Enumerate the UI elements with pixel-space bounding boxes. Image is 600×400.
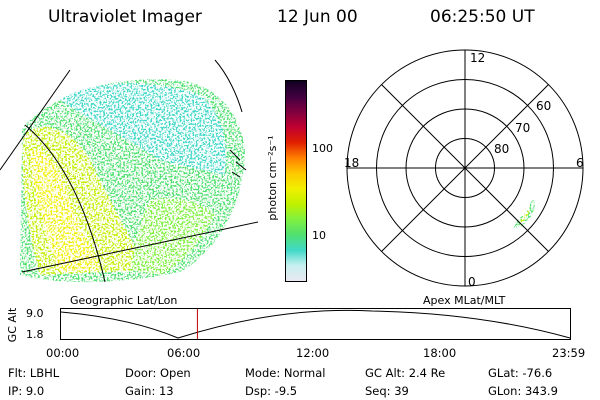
alt-tick-1-8: 1.8 bbox=[26, 328, 44, 341]
mode-info: Mode: Normal bbox=[245, 366, 326, 380]
time-tick-0600: 06:00 bbox=[167, 346, 201, 360]
geographic-label: Geographic Lat/Lon bbox=[70, 294, 178, 307]
mlt-label-12: 12 bbox=[470, 51, 485, 65]
filter-info: Flt: LBHL bbox=[8, 366, 60, 380]
mlt-meridian-diag2 bbox=[381, 84, 549, 252]
time-label: 06:25:50 UT bbox=[430, 7, 535, 27]
aurora-spot bbox=[514, 200, 535, 229]
colorbar-tick-10: 10 bbox=[312, 229, 326, 242]
gc-alt-info: GC Alt: 2.4 Re bbox=[365, 366, 446, 380]
glat-info: GLat: -76.6 bbox=[488, 366, 553, 380]
glon-info: GLon: 343.9 bbox=[488, 384, 558, 398]
altitude-plot-frame bbox=[60, 308, 571, 340]
time-tick-0000: 00:00 bbox=[46, 346, 80, 360]
polar-label: Apex MLat/MLT bbox=[423, 294, 506, 307]
time-tick-1200: 12:00 bbox=[296, 346, 330, 360]
colorbar-unit-label: photon cm⁻²s⁻¹ bbox=[266, 135, 279, 221]
time-tick-1800: 18:00 bbox=[423, 346, 457, 360]
mlt-label-18: 18 bbox=[344, 156, 359, 170]
lat-label-80: 80 bbox=[494, 142, 509, 156]
lat-label-60: 60 bbox=[536, 99, 551, 113]
aurora-emission bbox=[20, 79, 245, 283]
lat-label-70: 70 bbox=[515, 121, 530, 135]
door-info: Door: Open bbox=[125, 366, 191, 380]
mlt-label-0: 0 bbox=[468, 275, 476, 289]
instrument-title: Ultraviolet Imager bbox=[48, 7, 202, 27]
ip-info: IP: 9.0 bbox=[8, 384, 45, 398]
map-grid-lines bbox=[0, 59, 259, 283]
colorbar-gradient bbox=[286, 81, 306, 281]
gain-info: Gain: 13 bbox=[125, 384, 174, 398]
dsp-info: Dsp: -9.5 bbox=[245, 384, 298, 398]
time-tick-2359: 23:59 bbox=[552, 346, 586, 360]
colorbar bbox=[285, 80, 307, 282]
polar-plot: 12 18 6 0 60 70 80 bbox=[344, 49, 584, 289]
alt-tick-9: 9.0 bbox=[26, 307, 44, 320]
altitude-curve bbox=[60, 309, 571, 339]
alt-axis-label: GC Alt bbox=[6, 307, 19, 343]
colorbar-tick-100: 100 bbox=[312, 142, 333, 155]
mlt-label-6: 6 bbox=[576, 156, 584, 170]
seq-info: Seq: 39 bbox=[365, 384, 409, 398]
geographic-map bbox=[0, 59, 259, 283]
date-label: 12 Jun 00 bbox=[277, 7, 358, 27]
altitude-plot bbox=[60, 308, 571, 340]
